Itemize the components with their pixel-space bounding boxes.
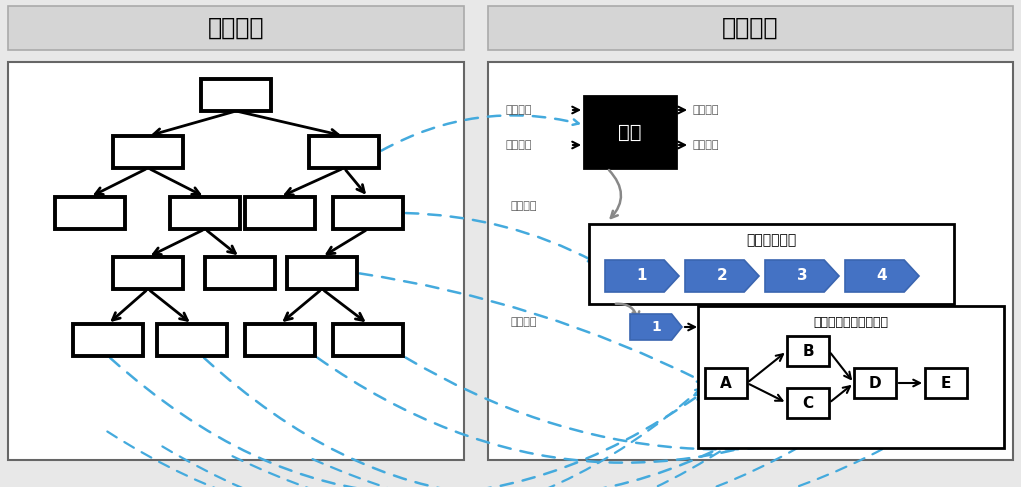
FancyBboxPatch shape — [113, 257, 183, 289]
Text: A: A — [720, 375, 732, 391]
FancyBboxPatch shape — [245, 324, 315, 356]
Polygon shape — [765, 260, 839, 292]
FancyBboxPatch shape — [787, 336, 829, 366]
FancyBboxPatch shape — [157, 324, 227, 356]
FancyBboxPatch shape — [8, 6, 464, 50]
Polygon shape — [685, 260, 759, 292]
Text: 1: 1 — [651, 320, 661, 334]
FancyBboxPatch shape — [488, 62, 1013, 460]
FancyBboxPatch shape — [787, 388, 829, 418]
Text: 3: 3 — [796, 268, 808, 283]
FancyBboxPatch shape — [8, 62, 464, 460]
FancyBboxPatch shape — [584, 96, 676, 168]
Text: B: B — [803, 343, 814, 358]
Text: D: D — [869, 375, 881, 391]
FancyBboxPatch shape — [205, 257, 275, 289]
Text: 1: 1 — [637, 268, 647, 283]
Text: C: C — [803, 395, 814, 411]
FancyBboxPatch shape — [488, 6, 1013, 50]
Text: 事件触发: 事件触发 — [505, 140, 532, 150]
FancyBboxPatch shape — [113, 136, 183, 168]
Text: 外部输入: 外部输入 — [505, 105, 532, 115]
Text: 动态逻辑: 动态逻辑 — [722, 16, 778, 40]
Text: 逐层分解: 逐层分解 — [510, 317, 536, 327]
Text: 打开黑盒: 打开黑盒 — [510, 201, 536, 211]
FancyBboxPatch shape — [589, 224, 954, 304]
Polygon shape — [605, 260, 679, 292]
FancyBboxPatch shape — [201, 79, 271, 111]
FancyBboxPatch shape — [925, 368, 967, 398]
Polygon shape — [845, 260, 919, 292]
FancyBboxPatch shape — [55, 197, 125, 229]
Text: 某个阶段详细活动步骤: 某个阶段详细活动步骤 — [814, 316, 888, 329]
FancyBboxPatch shape — [309, 136, 379, 168]
Text: E: E — [940, 375, 952, 391]
FancyBboxPatch shape — [698, 306, 1004, 448]
FancyBboxPatch shape — [72, 324, 143, 356]
Polygon shape — [630, 314, 682, 340]
FancyBboxPatch shape — [245, 197, 315, 229]
FancyBboxPatch shape — [333, 324, 403, 356]
FancyBboxPatch shape — [171, 197, 240, 229]
FancyBboxPatch shape — [704, 368, 747, 398]
Text: 2: 2 — [717, 268, 727, 283]
Text: 4: 4 — [877, 268, 887, 283]
Text: 行为特征: 行为特征 — [692, 105, 719, 115]
Text: 事物发展阶段: 事物发展阶段 — [746, 233, 796, 247]
Text: 状态变化: 状态变化 — [692, 140, 719, 150]
FancyBboxPatch shape — [854, 368, 896, 398]
FancyBboxPatch shape — [287, 257, 357, 289]
FancyBboxPatch shape — [333, 197, 403, 229]
Text: 静态逻辑: 静态逻辑 — [207, 16, 264, 40]
Text: 事物: 事物 — [619, 123, 642, 142]
